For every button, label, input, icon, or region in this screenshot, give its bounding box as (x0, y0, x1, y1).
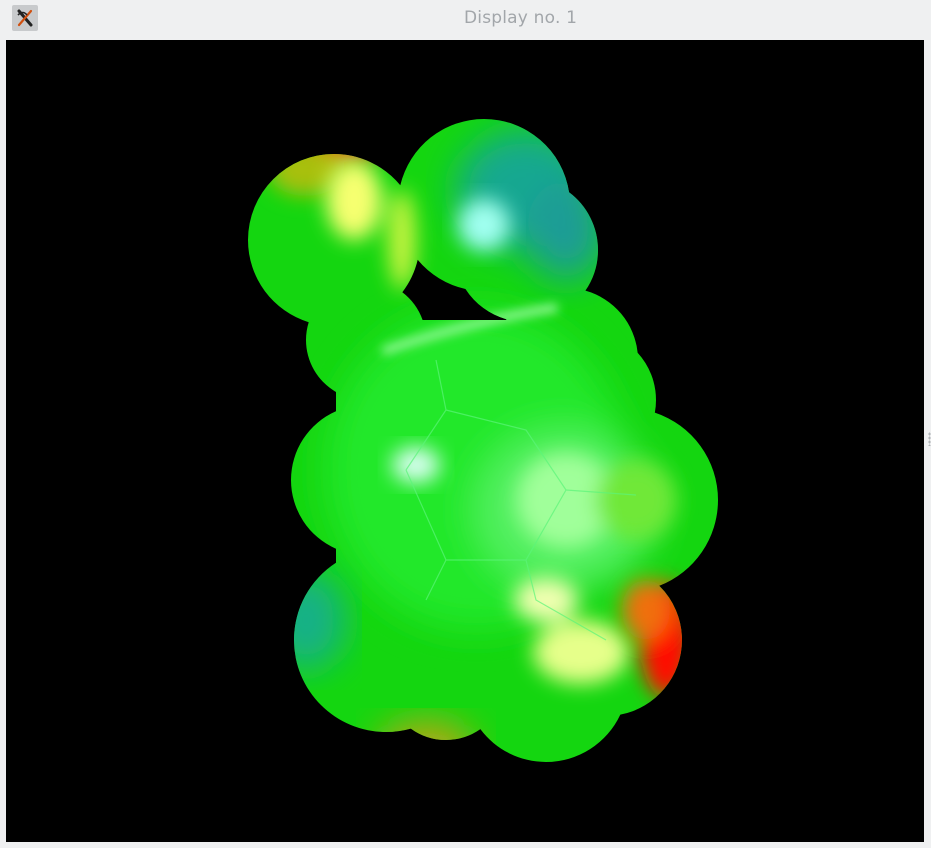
resize-grip[interactable] (928, 432, 931, 446)
molecule-viewport[interactable] (6, 40, 924, 842)
window-bottom-border (0, 842, 931, 848)
title-bar[interactable]: Display no. 1 (0, 0, 931, 36)
molecular-surface-render (248, 119, 718, 762)
xmgrace-x-icon[interactable] (12, 5, 38, 31)
window-title: Display no. 1 (464, 8, 578, 28)
